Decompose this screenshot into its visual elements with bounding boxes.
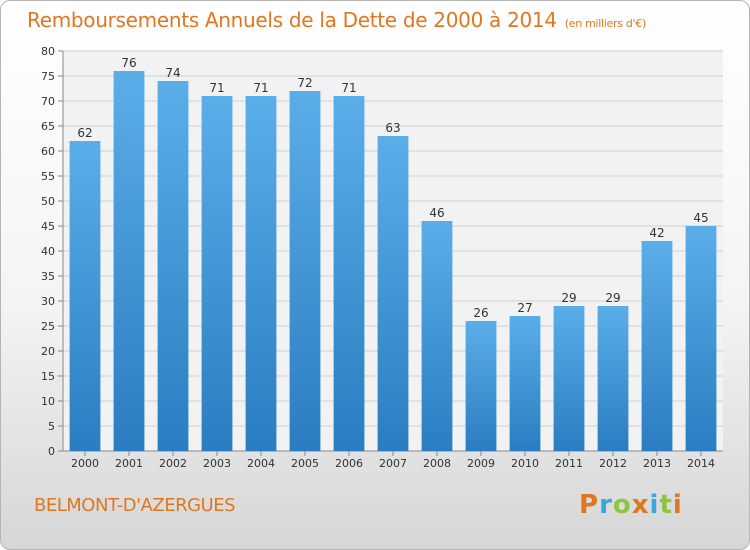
bar-2007 xyxy=(377,136,409,451)
bar-2010 xyxy=(509,316,541,451)
x-tick-label-2013: 2013 xyxy=(643,457,671,470)
bar-2002 xyxy=(157,81,189,451)
x-tick-label-2007: 2007 xyxy=(379,457,407,470)
x-tick-label-2012: 2012 xyxy=(599,457,627,470)
x-tick-label-2004: 2004 xyxy=(247,457,275,470)
data-label-2005: 72 xyxy=(297,76,312,90)
data-label-2002: 74 xyxy=(165,66,180,80)
chart-title-text: Remboursements Annuels de la Dette de 20… xyxy=(27,8,557,32)
bar-2004 xyxy=(245,96,277,451)
data-label-2007: 63 xyxy=(385,121,400,135)
data-label-2004: 71 xyxy=(253,81,268,95)
y-tick-label: 65 xyxy=(41,120,55,133)
data-label-2000: 62 xyxy=(77,126,92,140)
y-tick-label: 10 xyxy=(41,395,55,408)
data-label-2003: 71 xyxy=(209,81,224,95)
x-tick-label-2002: 2002 xyxy=(159,457,187,470)
data-label-2013: 42 xyxy=(649,226,664,240)
y-tick-label: 45 xyxy=(41,220,55,233)
data-label-2008: 46 xyxy=(429,206,444,220)
x-tick-label-2003: 2003 xyxy=(203,457,231,470)
x-tick-label-2001: 2001 xyxy=(115,457,143,470)
data-label-2012: 29 xyxy=(605,291,620,305)
y-tick-label: 5 xyxy=(48,420,55,433)
x-tick-label-2009: 2009 xyxy=(467,457,495,470)
y-tick-label: 80 xyxy=(41,45,55,58)
chart-title: Remboursements Annuels de la Dette de 20… xyxy=(27,8,646,32)
x-tick-label-2006: 2006 xyxy=(335,457,363,470)
y-tick-label: 0 xyxy=(48,445,55,458)
y-tick-label: 70 xyxy=(41,95,55,108)
data-label-2001: 76 xyxy=(121,56,136,70)
data-label-2011: 29 xyxy=(561,291,576,305)
bar-2009 xyxy=(465,321,497,451)
logo-letter: t xyxy=(659,490,673,520)
y-tick-label: 40 xyxy=(41,245,55,258)
y-tick-label: 15 xyxy=(41,370,55,383)
y-tick-label: 35 xyxy=(41,270,55,283)
commune-name: BELMONT-D'AZERGUES xyxy=(34,495,236,516)
x-tick-label-2008: 2008 xyxy=(423,457,451,470)
bar-2000 xyxy=(69,141,101,451)
x-tick-label-2005: 2005 xyxy=(291,457,319,470)
bar-2012 xyxy=(597,306,629,451)
y-tick-label: 75 xyxy=(41,70,55,83)
logo-letter: r xyxy=(599,490,613,520)
y-tick-label: 50 xyxy=(41,195,55,208)
y-tick-label: 55 xyxy=(41,170,55,183)
logo-letter: i xyxy=(649,490,660,520)
bar-2005 xyxy=(289,91,321,451)
x-tick-label-2000: 2000 xyxy=(71,457,99,470)
y-tick-label: 30 xyxy=(41,295,55,308)
bar-2008 xyxy=(421,221,453,451)
logo-letter: o xyxy=(612,490,632,520)
bar-2003 xyxy=(201,96,233,451)
data-label-2010: 27 xyxy=(517,301,532,315)
logo-letter: x xyxy=(631,490,650,520)
logo-letter: i xyxy=(672,490,683,520)
data-label-2014: 45 xyxy=(693,211,708,225)
x-tick-label-2011: 2011 xyxy=(555,457,583,470)
proxiti-logo: Proxiti xyxy=(579,490,683,520)
y-tick-label: 60 xyxy=(41,145,55,158)
data-label-2006: 71 xyxy=(341,81,356,95)
bar-2001 xyxy=(113,71,145,451)
bar-2011 xyxy=(553,306,585,451)
bar-2006 xyxy=(333,96,365,451)
y-tick-label: 20 xyxy=(41,345,55,358)
chart-subtitle: (en milliers d'€) xyxy=(564,17,646,30)
logo-letter: P xyxy=(579,490,600,520)
bar-2013 xyxy=(641,241,673,451)
bar-2014 xyxy=(685,226,717,451)
x-tick-label-2010: 2010 xyxy=(511,457,539,470)
data-label-2009: 26 xyxy=(473,306,488,320)
y-tick-label: 25 xyxy=(41,320,55,333)
x-tick-label-2014: 2014 xyxy=(687,457,715,470)
